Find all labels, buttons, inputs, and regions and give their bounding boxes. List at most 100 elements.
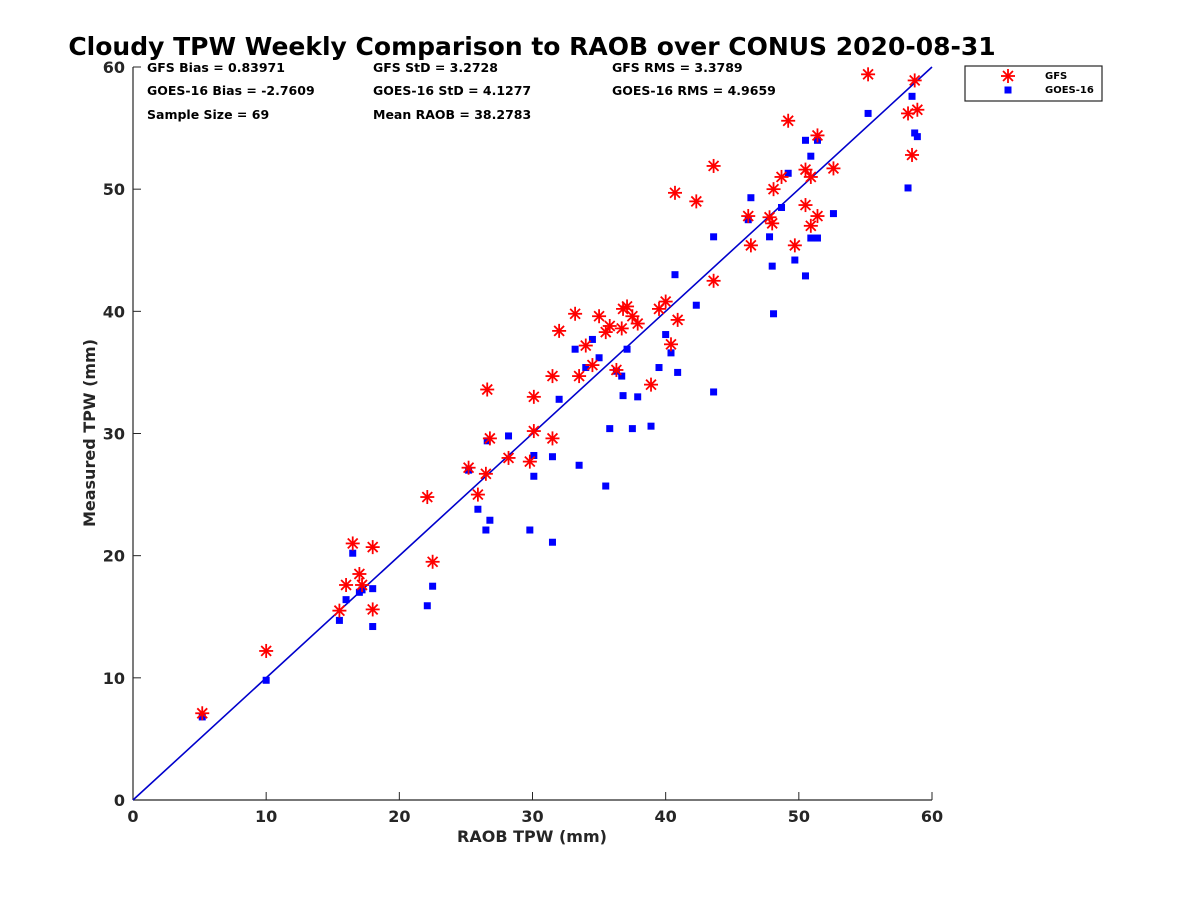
goes-16-point <box>778 203 786 211</box>
gfs-point <box>667 185 682 200</box>
goes-16-point <box>904 184 912 192</box>
goes-16-point <box>655 364 663 372</box>
gfs-point <box>803 218 818 233</box>
gfs-point <box>910 102 925 117</box>
gfs-point <box>339 577 354 592</box>
axis-ticks: 0 10 20 30 40 50 60 0 10 20 30 40 50 60 <box>103 58 943 826</box>
x-tick-label: 20 <box>388 807 410 826</box>
goes-16-point <box>710 388 718 396</box>
legend-gfs-label: GFS <box>1045 71 1067 82</box>
gfs-point <box>568 306 583 321</box>
goes-16-point <box>801 272 809 280</box>
chart-title: Cloudy TPW Weekly Comparison to RAOB ove… <box>68 32 995 61</box>
goes-16-point <box>766 233 774 241</box>
goes-16-point <box>555 395 563 403</box>
goes-16-point <box>674 368 682 376</box>
goes-16-point <box>911 129 919 137</box>
gfs-point <box>743 238 758 253</box>
y-tick-label: 40 <box>103 302 125 321</box>
x-axis-label: RAOB TPW (mm) <box>457 827 607 846</box>
gfs-point <box>781 113 796 128</box>
gfs-point <box>861 67 876 82</box>
goes-16-point <box>575 461 583 469</box>
stat-text: Mean RAOB = 38.2783 <box>373 107 531 122</box>
goes-16-point <box>791 256 799 264</box>
x-tick-label: 60 <box>921 807 943 826</box>
goes-16-point <box>618 372 626 380</box>
goes-16-point <box>807 152 815 160</box>
goes-16-point <box>692 301 700 309</box>
gfs-point <box>355 577 370 592</box>
goes-16-point <box>813 234 821 242</box>
goes-16-point <box>807 234 815 242</box>
goes-16-point <box>606 425 614 433</box>
gfs-point <box>470 487 485 502</box>
gfs-point <box>741 209 756 224</box>
goes-16-point <box>548 453 556 461</box>
gfs-point <box>195 706 210 721</box>
stat-text: GFS StD = 3.2728 <box>373 60 498 75</box>
gfs-point <box>461 460 476 475</box>
gfs-point <box>614 321 629 336</box>
series-gfs <box>195 67 925 721</box>
gfs-point <box>526 389 541 404</box>
goes-16-point <box>486 516 494 524</box>
gfs-point <box>501 450 516 465</box>
y-tick-label: 60 <box>103 58 125 77</box>
goes-16-point <box>530 472 538 480</box>
goes-16-point <box>530 451 538 459</box>
y-tick-label: 20 <box>103 547 125 566</box>
goes-16-point <box>747 194 755 202</box>
y-axis-label: Measured TPW (mm) <box>80 339 99 527</box>
x-tick-label: 30 <box>521 807 543 826</box>
gfs-point <box>592 309 607 324</box>
gfs-point <box>545 369 560 384</box>
statistics-text: GFS Bias = 0.83971 GFS StD = 3.2728 GFS RM… <box>147 60 776 122</box>
gfs-point <box>658 294 673 309</box>
goes-16-point <box>482 526 490 534</box>
goes-16-point <box>588 335 596 343</box>
x-tick-label: 40 <box>655 807 677 826</box>
legend-goes16-label: GOES-16 <box>1045 85 1094 96</box>
gfs-point <box>810 209 825 224</box>
goes-16-point <box>784 169 792 177</box>
goes-16-point <box>429 582 437 590</box>
gfs-point <box>905 147 920 162</box>
gfs-point <box>644 377 659 392</box>
gfs-point <box>578 338 593 353</box>
gfs-point <box>609 362 624 377</box>
x-tick-label: 50 <box>788 807 810 826</box>
goes-16-point <box>829 210 837 218</box>
gfs-point <box>798 198 813 213</box>
gfs-point <box>585 358 600 373</box>
gfs-point <box>766 182 781 197</box>
goes-16-point <box>548 538 556 546</box>
gfs-point <box>765 216 780 231</box>
stat-text: GFS RMS = 3.3789 <box>612 60 743 75</box>
goes-16-point <box>262 676 270 684</box>
gfs-point <box>345 536 360 551</box>
data-points <box>195 67 925 721</box>
gfs-point <box>787 238 802 253</box>
goes-16-point <box>623 345 631 353</box>
gfs-point <box>526 424 541 439</box>
gfs-point <box>602 318 617 333</box>
goes-16-point <box>505 432 513 440</box>
goes-16-point <box>423 602 431 610</box>
goes-16-point <box>864 109 872 117</box>
goes-16-point <box>671 271 679 279</box>
goes-16-point <box>710 233 718 241</box>
goes-16-point <box>349 549 357 557</box>
gfs-point <box>630 316 645 331</box>
gfs-point <box>826 161 841 176</box>
goes-16-point <box>335 616 343 624</box>
gfs-point <box>803 169 818 184</box>
gfs-point <box>652 301 667 316</box>
gfs-point <box>572 369 587 384</box>
gfs-point <box>663 337 678 352</box>
stat-text: GOES-16 StD = 4.1277 <box>373 83 531 98</box>
gfs-point <box>352 566 367 581</box>
legend-box <box>964 65 1103 102</box>
gfs-point <box>689 194 704 209</box>
